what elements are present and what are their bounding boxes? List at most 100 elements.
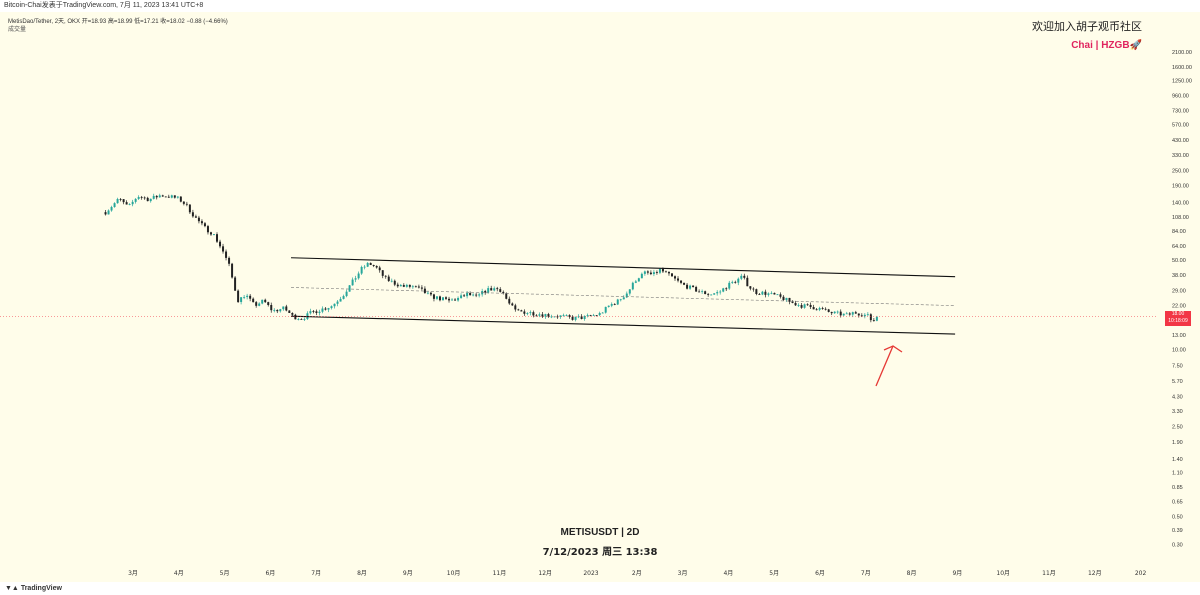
candle-body — [252, 298, 255, 303]
candle-body — [414, 286, 417, 288]
candle-body — [170, 195, 173, 198]
candle-body — [448, 298, 451, 301]
candle-body — [511, 303, 514, 306]
candle-body — [815, 309, 818, 311]
candle-body — [637, 278, 640, 282]
tradingview-logo[interactable]: ▼▲ TradingView — [5, 582, 62, 595]
candle-body — [824, 308, 827, 310]
candle-body — [502, 291, 505, 294]
candle-body — [652, 272, 655, 275]
candle-body — [279, 309, 282, 312]
candle-body — [104, 212, 107, 215]
candle-body — [393, 280, 396, 285]
candle-body — [649, 272, 652, 275]
last-price-tag: 18.00 10:18:09 — [1165, 311, 1191, 326]
candle-body — [836, 311, 839, 313]
candle-body — [725, 288, 728, 290]
y-tick-label: 0.85 — [1172, 485, 1183, 491]
y-tick-label: 5.70 — [1172, 379, 1183, 385]
candle-body — [273, 309, 276, 311]
chart-title: METISUSDT | 2D 7/12/2023 周三 13:38 — [500, 527, 700, 558]
y-tick-label: 4.30 — [1172, 395, 1183, 401]
candle-body — [152, 195, 155, 199]
candle-body — [333, 303, 336, 307]
candle-body — [857, 313, 860, 316]
candle-body — [185, 203, 188, 205]
x-tick-label: 2月 — [632, 570, 642, 577]
candle-body — [194, 216, 197, 218]
candle-body — [526, 313, 529, 314]
candle-body — [366, 262, 369, 267]
candle-body — [472, 294, 475, 296]
candle-body — [312, 311, 315, 312]
candle-body — [125, 202, 128, 205]
candle-body — [466, 293, 469, 297]
candle-body — [231, 263, 234, 278]
candle-body — [357, 273, 360, 279]
candle-body — [598, 313, 601, 316]
candle-body — [812, 307, 815, 310]
candle-body — [580, 316, 583, 320]
candle-body — [749, 286, 752, 289]
candle-body — [737, 278, 740, 283]
candle-body — [758, 294, 761, 295]
y-tick-label: 2100.00 — [1172, 50, 1192, 56]
symbol-timeframe: METISUSDT | 2D — [560, 527, 640, 538]
candle-body — [716, 292, 719, 294]
y-tick-label: 50.00 — [1172, 258, 1186, 264]
candle-body — [595, 315, 598, 316]
candle-body — [803, 304, 806, 308]
y-tick-label: 1.90 — [1172, 440, 1183, 446]
y-tick-label: 0.30 — [1172, 543, 1183, 549]
y-tick-label: 0.39 — [1172, 528, 1183, 534]
time-axis: 3月 4月 5月 6月 7月 8月 9月 10月 11月 12月 2023 2月 3月 4月 5月 6月 7月 8… — [128, 570, 1146, 577]
candle-body — [297, 319, 300, 320]
candle-body — [113, 203, 116, 208]
x-tick-label: 8月 — [357, 570, 367, 577]
candle-body — [264, 299, 267, 303]
candle-body — [523, 311, 526, 314]
candle-body — [505, 293, 508, 299]
candle-body — [348, 285, 351, 292]
y-tick-label: 38.00 — [1172, 273, 1186, 279]
candle-body — [607, 305, 610, 307]
candle-body — [321, 308, 324, 312]
watermark-community: 欢迎加入胡子观币社区 — [1032, 20, 1142, 33]
candle-body — [722, 288, 725, 292]
price-chart[interactable]: 2100.00 1600.00 1250.00 960.00 730.00 570.00 4… — [0, 12, 1200, 582]
candle-body — [496, 288, 499, 290]
candle-body — [544, 314, 547, 317]
candle-body — [197, 217, 200, 222]
candle-body — [255, 302, 258, 306]
candle-body — [315, 311, 318, 313]
candle-body — [601, 312, 604, 314]
candle-body — [270, 305, 273, 311]
candle-body — [556, 316, 559, 318]
publish-info: Bitcoin-Chai发表于TradingView.com, 7月 11, 2… — [0, 0, 1200, 12]
candle-body — [463, 295, 466, 297]
candle-body — [643, 271, 646, 274]
candle-body — [384, 275, 387, 277]
candle-body — [137, 196, 140, 199]
candle-body — [866, 314, 869, 316]
arrow-shaft — [875, 345, 894, 387]
candle-body — [234, 277, 237, 291]
y-tick-label: 1250.00 — [1172, 79, 1192, 85]
candle-body — [116, 199, 119, 204]
candle-body — [674, 276, 677, 279]
y-tick-label: 1.10 — [1172, 470, 1183, 476]
candle-body — [707, 294, 710, 295]
candle-body — [309, 311, 312, 314]
price-axis: 2100.00 1600.00 1250.00 960.00 730.00 570.00 4… — [1172, 50, 1192, 549]
candle-body — [246, 295, 249, 298]
candle-body — [776, 294, 779, 296]
candle-body — [797, 305, 800, 306]
candle-body — [634, 281, 637, 283]
candle-body — [538, 314, 541, 316]
candle-body — [872, 320, 875, 321]
candle-body — [441, 297, 444, 301]
candle-body — [791, 301, 794, 303]
y-tick-label: 140.00 — [1172, 201, 1189, 207]
candle-body — [417, 286, 420, 288]
y-tick-label: 64.00 — [1172, 244, 1186, 250]
